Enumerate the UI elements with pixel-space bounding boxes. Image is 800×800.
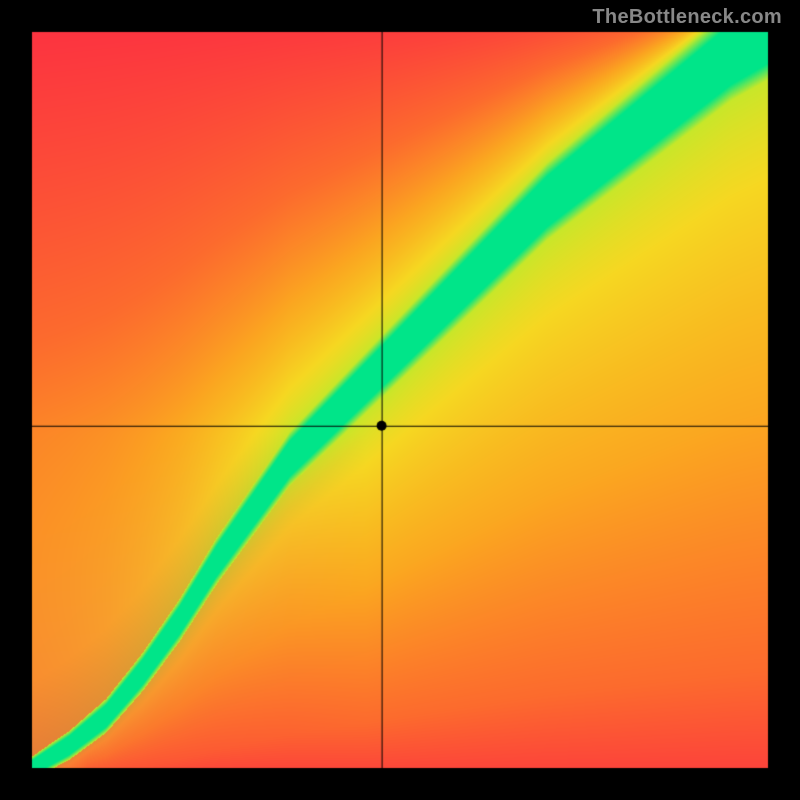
chart-container: TheBottleneck.com — [0, 0, 800, 800]
heatmap-canvas — [0, 0, 800, 800]
watermark-text: TheBottleneck.com — [592, 6, 782, 29]
